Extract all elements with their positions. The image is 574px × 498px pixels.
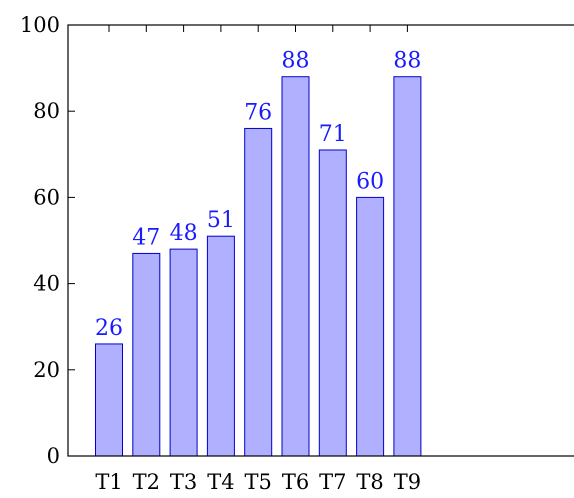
bar-T8 [356,196,385,457]
data-label-T4: 51 [207,208,235,233]
x-tick-label-T9: T9 [394,470,421,494]
data-label-T5: 76 [244,100,272,125]
data-label-T3: 48 [170,221,198,246]
y-tick-label: 40 [33,272,60,296]
y-tick-label: 80 [33,99,60,123]
data-label-T2: 47 [132,225,160,250]
plot-frame [67,24,574,457]
bar-T9 [393,76,422,457]
bar-T6 [281,76,310,457]
bar-T1 [95,343,123,457]
bar-T3 [169,248,198,457]
y-tick-label: 20 [33,358,60,382]
bar-T5 [244,127,273,457]
bar-T7 [318,149,347,457]
x-tick-label-T3: T3 [170,470,197,494]
x-tick-label-T4: T4 [207,470,234,494]
bar-T4 [206,235,235,457]
y-tick-label: 0 [47,444,60,468]
x-tick-label-T1: T1 [95,470,122,494]
data-label-T8: 60 [356,169,384,194]
data-label-T7: 71 [319,122,347,147]
data-label-T9: 88 [393,49,421,74]
x-tick-label-T5: T5 [245,470,272,494]
x-tick-label-T2: T2 [133,470,160,494]
x-tick-label-T6: T6 [282,470,309,494]
bar-T2 [132,252,161,457]
data-label-T6: 88 [282,49,310,74]
x-tick-label-T8: T8 [356,470,383,494]
data-label-T1: 26 [95,316,123,341]
y-tick-label: 100 [20,13,60,37]
y-tick-label: 60 [33,185,60,209]
x-tick-label-T7: T7 [319,470,346,494]
